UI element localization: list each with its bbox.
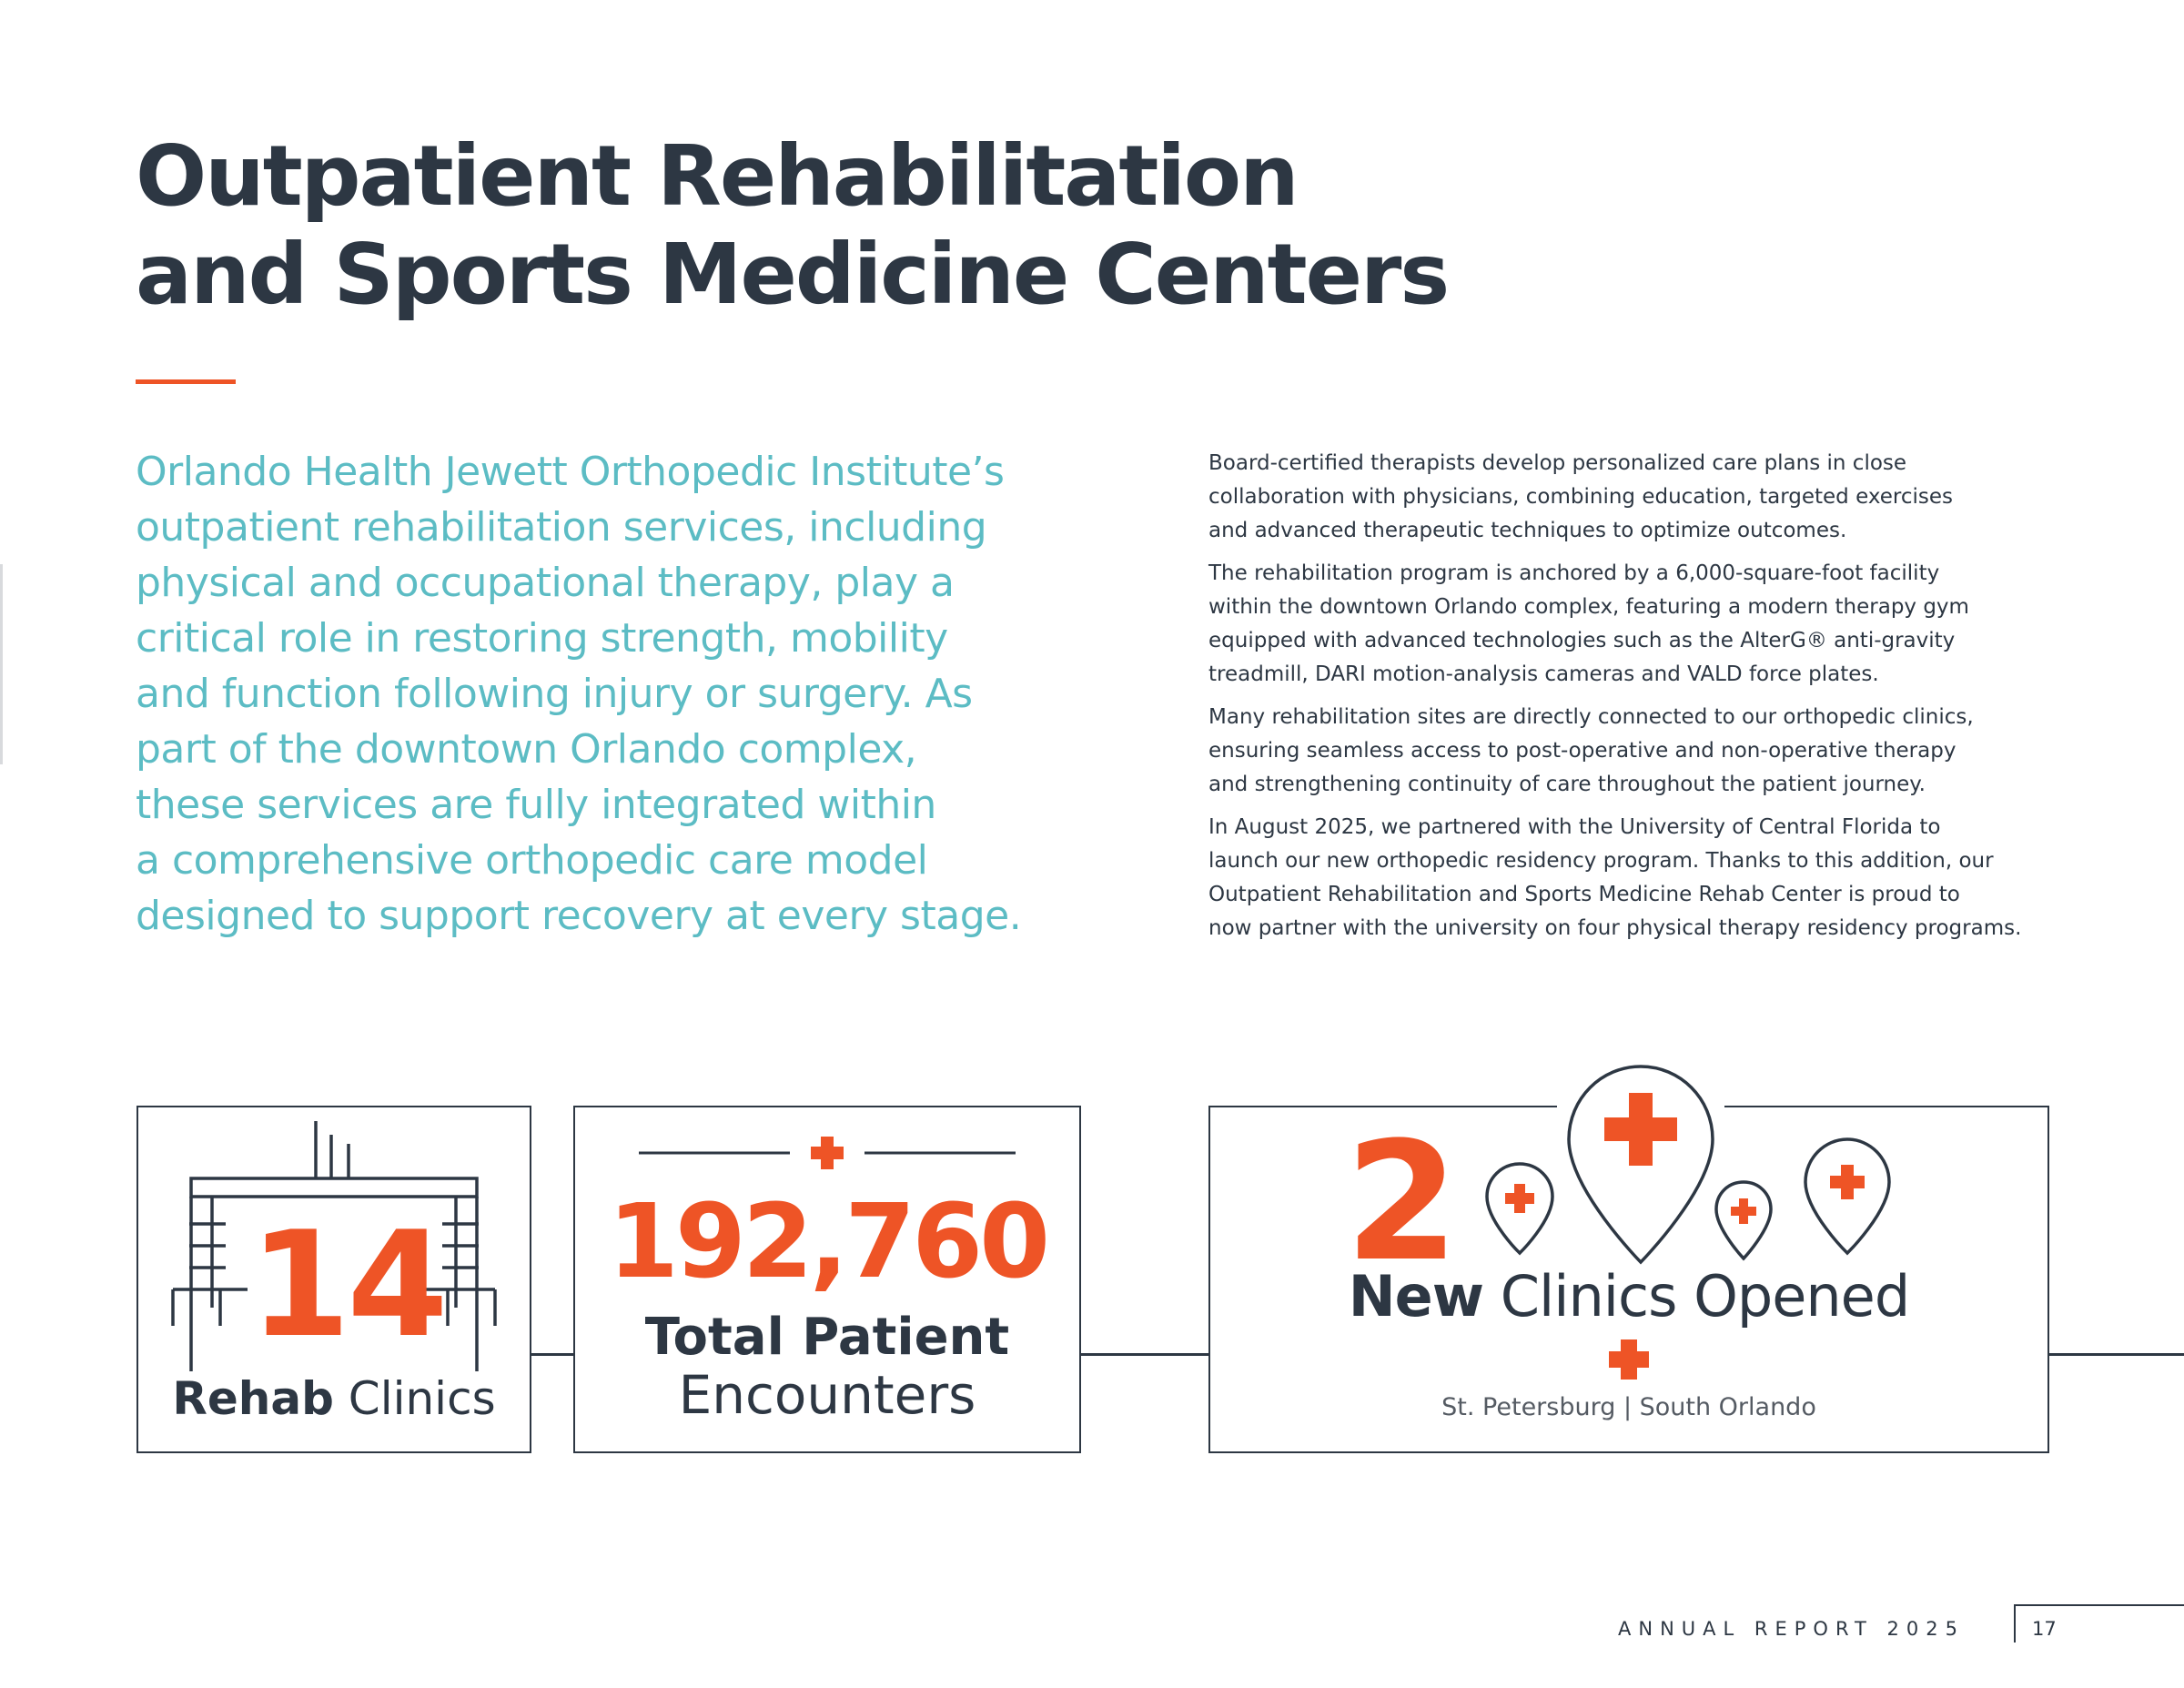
stat-label-bold: New [1348, 1263, 1484, 1329]
body-line: Outpatient Rehabilitation and Sports Med… [1208, 883, 1960, 906]
body-line: and advanced therapeutic techniques to o… [1208, 519, 1847, 542]
intro-paragraph: Orlando Health Jewett Orthopedic Institu… [136, 444, 1155, 944]
medical-cross-icon [639, 1137, 1016, 1169]
page-edge-mark [0, 564, 3, 764]
building-icon [171, 1121, 497, 1371]
stat-label-bold: Rehab [172, 1372, 334, 1425]
body-line: The rehabilitation program is anchored b… [1208, 561, 1940, 585]
body-line: launch our new orthopedic residency prog… [1208, 849, 1994, 873]
intro-line: physical and occupational therapy, play … [136, 560, 955, 606]
new-clinic-locations: St. Petersburg | South Orlando [1441, 1393, 1816, 1421]
page-number-frame [2014, 1604, 2184, 1643]
stat-value-new-clinics: 2 [1345, 1107, 1459, 1298]
intro-line: designed to support recovery at every st… [136, 893, 1022, 939]
body-line: ensuring seamless access to post-operati… [1208, 739, 1956, 763]
intro-line: critical role in restoring strength, mob… [136, 615, 948, 662]
intro-line: outpatient rehabilitation services, incl… [136, 504, 987, 551]
body-paragraph: In August 2025, we partnered with the Un… [1208, 811, 2128, 945]
body-line: treadmill, DARI motion-analysis cameras … [1208, 662, 1879, 686]
body-paragraph: Board-certified therapists develop perso… [1208, 447, 2128, 548]
stat-label-clinics: Rehab Clinics [138, 1371, 530, 1426]
body-line: In August 2025, we partnered with the Un… [1208, 815, 1941, 839]
stat-label-new-clinics: New Clinics Opened [1210, 1264, 2048, 1329]
intro-line: a comprehensive orthopedic care model [136, 837, 928, 884]
stat-label-encounters: Encounters [678, 1364, 976, 1426]
title-line: and Sports Medicine Centers [136, 226, 1450, 323]
body-line: Board-certified therapists develop perso… [1208, 451, 1907, 475]
footer-report-label: ANNUAL REPORT 2025 [1618, 1618, 1965, 1640]
stat-value-clinics: 14 [249, 1199, 449, 1370]
page-title: Outpatient Rehabilitation and Sports Med… [136, 127, 1592, 324]
title-line: Outpatient Rehabilitation [136, 127, 1299, 225]
stat-card-encounters: 192,760 Total Patient Encounters [573, 1106, 1081, 1453]
stat-label-rest: Clinics [333, 1372, 496, 1425]
stat-label-encounters-bold: Total Patient [644, 1308, 1010, 1367]
body-line: within the downtown Orlando complex, fea… [1208, 595, 1969, 619]
body-paragraph: The rehabilitation program is anchored b… [1208, 557, 2128, 692]
map-pin-cross-icon [1485, 1065, 1891, 1380]
body-text-column: Board-certified therapists develop perso… [1208, 447, 2128, 955]
body-line: Many rehabilitation sites are directly c… [1208, 705, 1974, 729]
body-paragraph: Many rehabilitation sites are directly c… [1208, 701, 2128, 802]
intro-line: and function following injury or surgery… [136, 671, 973, 717]
stat-card-new-clinics: 2 New Clinics Opened St. Petersburg | So… [1208, 1065, 2049, 1453]
body-line: equipped with advanced technologies such… [1208, 629, 1956, 652]
body-line: collaboration with physicians, combining… [1208, 485, 1953, 509]
stat-label-rest: Clinics Opened [1483, 1263, 1910, 1329]
intro-line: these services are fully integrated with… [136, 782, 936, 828]
stat-card-rehab-clinics: 14 Rehab Clinics [136, 1106, 531, 1453]
body-line: and strengthening continuity of care thr… [1208, 773, 1926, 796]
intro-line: part of the downtown Orlando complex, [136, 726, 917, 773]
page-number: 17 [2032, 1618, 2057, 1640]
accent-rule [136, 379, 236, 384]
intro-line: Orlando Health Jewett Orthopedic Institu… [136, 449, 1005, 495]
body-line: now partner with the university on four … [1208, 916, 2022, 940]
stat-value-encounters: 192,760 [607, 1183, 1050, 1301]
